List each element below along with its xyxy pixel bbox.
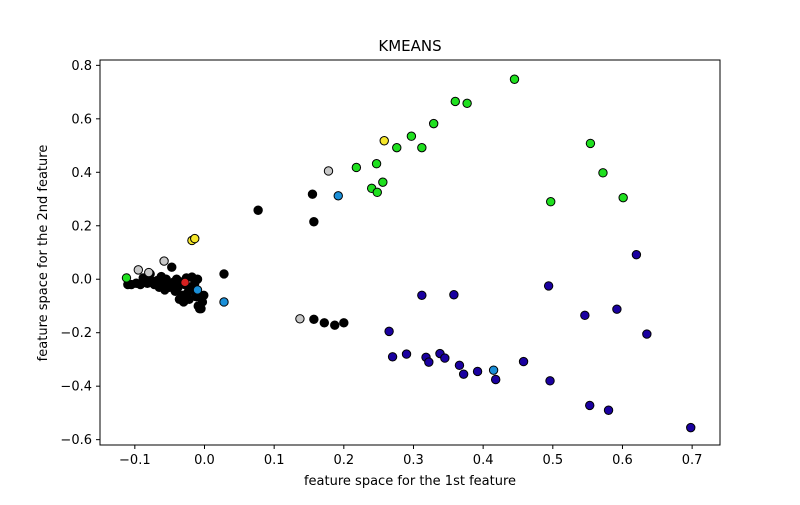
chart-title: KMEANS	[378, 37, 441, 55]
scatter-point-cluster-1	[472, 366, 483, 377]
scatter-point-cluster-1	[585, 400, 595, 411]
y-tick-label: 0.4	[71, 166, 92, 181]
scatter-point-cluster-2	[372, 187, 382, 198]
scatter-point-cluster-2	[351, 162, 362, 173]
scatter-point-cluster-3	[488, 365, 499, 375]
scatter-point-cluster-2	[378, 177, 388, 187]
scatter-point-cluster-1	[686, 422, 696, 433]
scatter-point-cluster-2	[618, 192, 628, 203]
scatter-point-cluster-1	[580, 310, 590, 321]
y-tick-label: −0.6	[60, 433, 92, 448]
scatter-point-cluster-1	[387, 352, 398, 362]
x-tick-label: 0.5	[542, 453, 563, 468]
scatter-point-cluster-1	[401, 349, 412, 359]
scatter-point-cluster-1	[458, 369, 469, 379]
scatter-point-cluster-3	[333, 191, 343, 201]
scatter-point-cluster-2	[546, 197, 556, 207]
scatter-point-cluster-1	[642, 329, 652, 339]
scatter-point-cluster-2	[417, 142, 427, 153]
scatter-point-cluster-1	[631, 249, 642, 260]
scatter-point-cluster-1	[518, 356, 529, 367]
scatter-point-cluster-2	[450, 96, 460, 107]
y-tick-label: −0.2	[60, 326, 92, 341]
y-axis-label: feature space for the 2nd feature	[36, 145, 51, 362]
scatter-point-cluster-0	[330, 320, 340, 330]
scatter-point-cluster-0	[307, 189, 318, 199]
x-tick-label: 0.7	[682, 453, 703, 468]
scatter-point-cluster-2	[392, 142, 402, 153]
data-points-layer	[121, 74, 696, 433]
scatter-point-cluster-0	[167, 262, 177, 272]
scatter-point-cluster-1	[440, 353, 450, 363]
scatter-point-cluster-0	[219, 269, 229, 279]
x-tick-label: 0.1	[264, 453, 285, 468]
scatter-point-cluster-3	[192, 285, 203, 295]
scatter-point-cluster-1	[603, 405, 614, 415]
y-tick-label: 0.6	[71, 112, 92, 127]
scatter-point-cluster-2	[406, 131, 417, 141]
scatter-point-cluster-0	[192, 274, 203, 284]
scatter-point-cluster-5	[190, 233, 200, 244]
scatter-point-cluster-4	[295, 314, 305, 324]
x-axis-label: feature space for the 1st feature	[304, 474, 516, 489]
scatter-point-cluster-2	[509, 74, 520, 84]
scatter-point-cluster-4	[133, 265, 144, 275]
y-tick-label: 0.2	[71, 219, 92, 234]
scatter-point-cluster-1	[417, 290, 427, 300]
scatter-point-cluster-1	[545, 376, 555, 386]
scatter-point-cluster-5	[379, 136, 389, 146]
scatter-point-cluster-0	[309, 314, 319, 325]
scatter-point-cluster-2	[121, 273, 132, 283]
scatter-point-cluster-0	[339, 318, 349, 328]
scatter-point-cluster-2	[585, 138, 596, 149]
plot-frame	[99, 59, 721, 446]
scatter-point-cluster-1	[612, 304, 622, 314]
scatter-point-cluster-4	[323, 166, 334, 176]
x-tick-label: 0.6	[612, 453, 633, 468]
x-tick-label: 0.4	[473, 453, 494, 468]
scatter-point-cluster-1	[424, 357, 434, 367]
x-tick-label: 0.3	[403, 453, 424, 468]
scatter-point-cluster-1	[454, 360, 465, 371]
scatter-point-cluster-0	[309, 217, 319, 227]
scatter-point-cluster-2	[462, 98, 472, 109]
x-tick-label: 0.0	[194, 453, 215, 468]
scatter-point-cluster-4	[159, 256, 169, 266]
y-tick-label: 0.8	[71, 59, 92, 74]
axis-ticks-layer: −0.1 0.0 0.1 0.2 0.3 0.4 0.5 0.6 0.7 −0.6 −0.4 −0.2…	[60, 59, 702, 468]
scatter-point-cluster-2	[371, 159, 382, 169]
y-tick-label: 0.0	[71, 273, 92, 288]
scatter-point-cluster-3	[219, 297, 229, 307]
scatter-point-cluster-1	[543, 281, 554, 291]
scatter-point-cluster-2	[598, 168, 608, 178]
scatter-point-cluster-2	[428, 118, 439, 129]
scatter-point-cluster-1	[449, 290, 459, 300]
y-tick-label: −0.4	[60, 380, 92, 395]
scatter-point-cluster-4	[144, 267, 154, 278]
scatter-point-cluster-0	[319, 318, 330, 328]
scatter-point-cluster-6	[180, 277, 190, 288]
scatter-point-cluster-1	[384, 326, 394, 337]
x-tick-label: 0.2	[333, 453, 354, 468]
scatter-point-cluster-0	[199, 290, 209, 300]
scatter-point-cluster-1	[490, 374, 501, 385]
x-tick-label: −0.1	[119, 453, 151, 468]
scatter-point-cluster-0	[253, 205, 263, 215]
